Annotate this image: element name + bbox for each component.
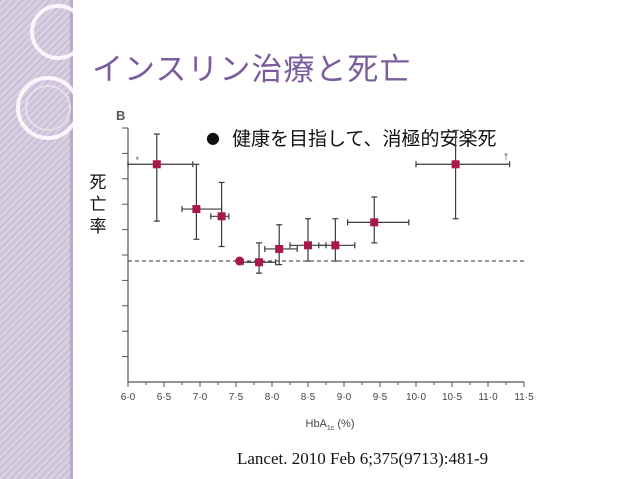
x-tick-label: 10·5	[442, 392, 462, 403]
significance-marker: *	[136, 155, 140, 165]
data-point-square	[451, 160, 460, 169]
citation: Lancet. 2010 Feb 6;375(9713):481-9	[237, 449, 489, 468]
x-tick-label: 11·5	[514, 392, 534, 403]
data-points	[152, 160, 460, 267]
data-point-square	[275, 244, 284, 253]
sidebar-edge	[70, 0, 73, 479]
data-point-square	[331, 241, 340, 250]
x-tick-label: 6·5	[157, 392, 172, 403]
x-tick-label: 8·0	[265, 392, 280, 403]
x-tick-label: 7·0	[193, 392, 208, 403]
data-point-square	[217, 212, 226, 221]
tick-labels: 6·0 6·5 7·0 7·5 8·0 8·5 9·0 9·5 10·0 10·5 11·0 11·5…	[121, 151, 534, 403]
x-tick-label: 6·0	[121, 392, 136, 403]
x-tick-label: 9·0	[337, 392, 352, 403]
x-axis-label-main: HbA	[306, 418, 328, 430]
error-bars	[127, 129, 511, 274]
data-point-square	[192, 205, 201, 214]
x-axis-label-sub: 1c	[327, 425, 335, 432]
filled-circle-bullet-icon: ●	[206, 128, 220, 147]
x-tick-label: 7·5	[229, 392, 244, 403]
data-point-square	[255, 258, 264, 267]
reference-point-circle	[235, 256, 245, 266]
slide-title: インスリン治療と死亡	[92, 52, 412, 88]
decorative-rings-icon	[16, 4, 86, 140]
x-axis-label: HbA1c (%)	[306, 418, 355, 432]
data-point-square	[152, 160, 161, 169]
data-point-square	[370, 218, 379, 227]
x-tick-label: 10·0	[406, 392, 426, 403]
y-axis-label: 死亡率	[89, 173, 107, 237]
chart-axes	[122, 127, 525, 387]
x-tick-label: 8·5	[301, 392, 316, 403]
panel-letter: B	[116, 108, 126, 123]
bullet-row: ● 健康を目指して、消極的安楽死	[206, 124, 496, 151]
data-point-square	[304, 241, 312, 250]
x-tick-label: 11·0	[478, 392, 498, 403]
bullet-text: 健康を目指して、消極的安楽死	[231, 128, 497, 150]
x-tick-label: 9·5	[373, 392, 388, 403]
significance-marker: †	[503, 151, 508, 161]
x-axis-label-tail: (%)	[334, 418, 354, 430]
